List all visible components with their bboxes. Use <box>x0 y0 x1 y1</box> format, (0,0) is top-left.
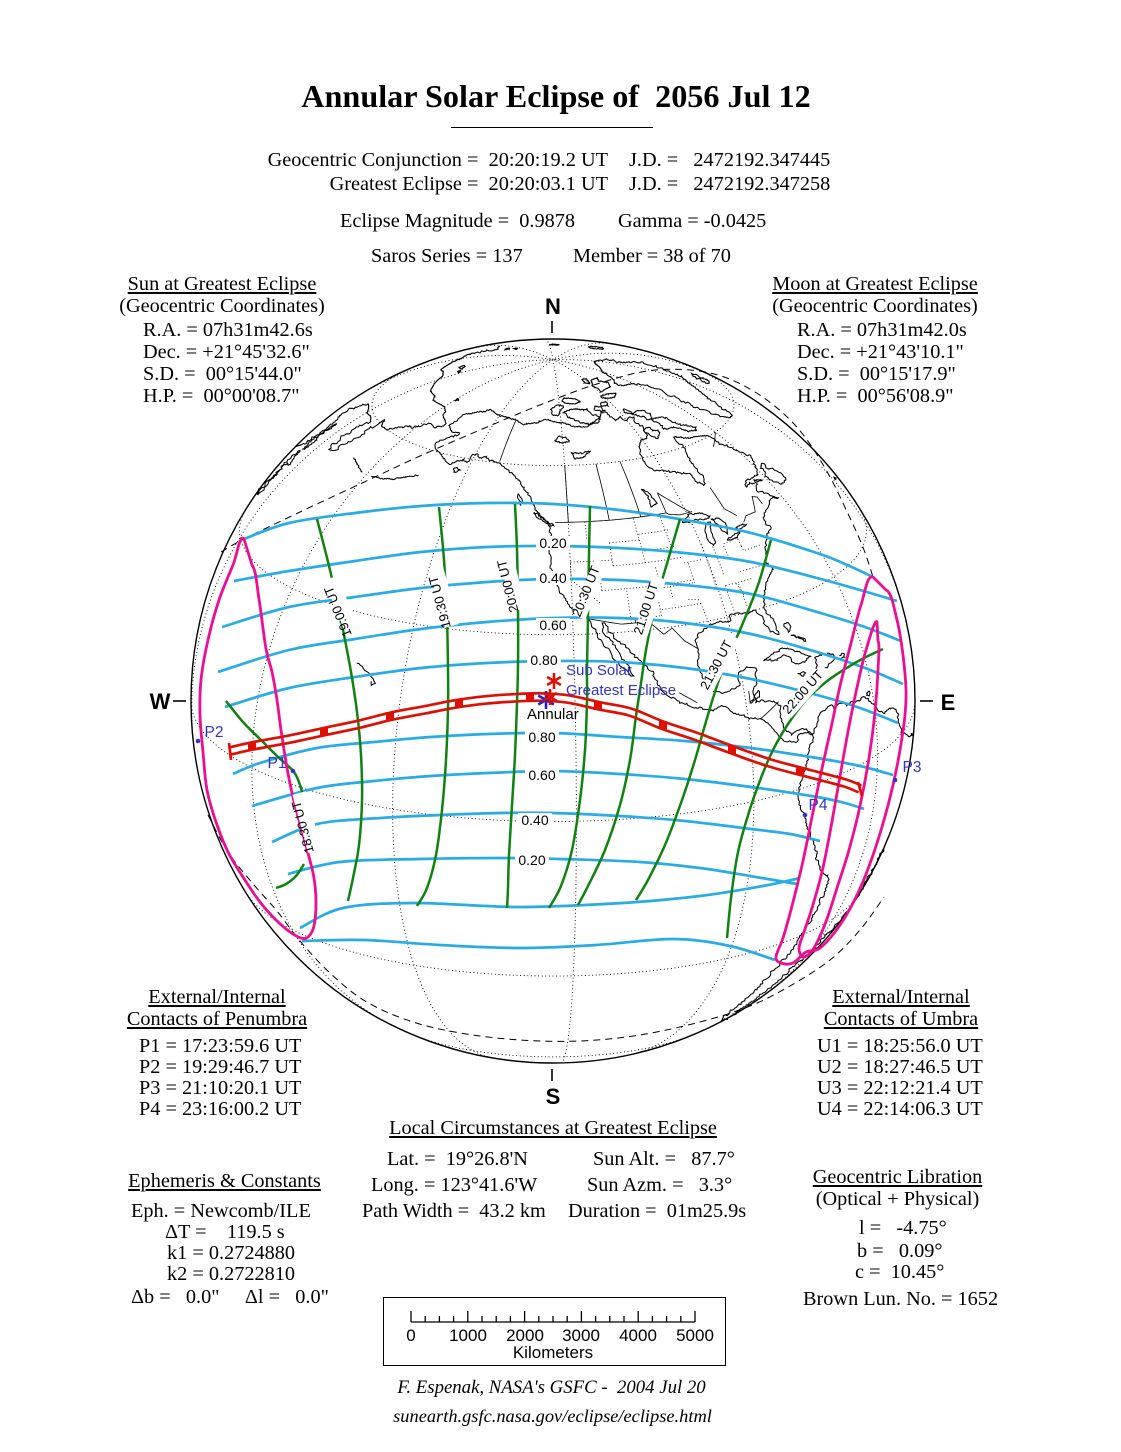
svg-text:5000: 5000 <box>676 1326 714 1345</box>
svg-text:0.60: 0.60 <box>539 617 566 633</box>
svg-text:P3: P3 <box>903 759 922 776</box>
svg-text:E: E <box>941 690 956 715</box>
svg-text:P2: P2 <box>205 724 224 741</box>
svg-text:Greatest Eclipse: Greatest Eclipse <box>566 682 676 699</box>
svg-text:Sub Solar: Sub Solar <box>566 662 632 679</box>
svg-text:0.80: 0.80 <box>530 652 557 668</box>
svg-text:0.60: 0.60 <box>528 767 555 783</box>
svg-text:Annular: Annular <box>527 706 579 723</box>
svg-text:1000: 1000 <box>449 1326 487 1345</box>
svg-text:Kilometers: Kilometers <box>513 1343 593 1362</box>
svg-text:3000: 3000 <box>562 1326 600 1345</box>
svg-text:0.20: 0.20 <box>539 535 566 551</box>
svg-text:S: S <box>546 1084 561 1109</box>
svg-text:W: W <box>150 689 171 714</box>
svg-text:22:00 UT: 22:00 UT <box>779 667 826 717</box>
svg-text:0.40: 0.40 <box>539 570 566 586</box>
svg-text:4000: 4000 <box>619 1326 657 1345</box>
svg-text:P4: P4 <box>809 797 828 814</box>
svg-text:2000: 2000 <box>506 1326 544 1345</box>
svg-text:0.80: 0.80 <box>528 729 555 745</box>
svg-text:0.40: 0.40 <box>521 812 548 828</box>
svg-text:20:30 UT: 20:30 UT <box>569 564 603 619</box>
svg-text:P1: P1 <box>268 755 287 772</box>
svg-text:0.20: 0.20 <box>518 852 545 868</box>
svg-text:0: 0 <box>406 1326 415 1345</box>
svg-text:N: N <box>545 294 561 319</box>
